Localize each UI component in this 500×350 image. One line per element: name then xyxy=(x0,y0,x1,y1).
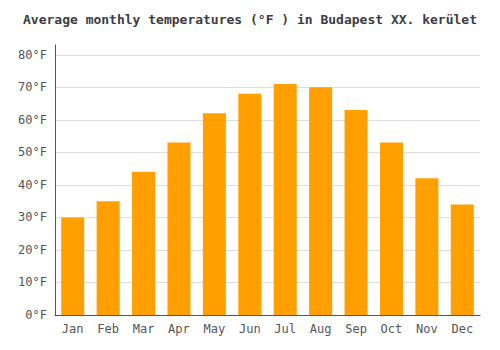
svg-text:Aug: Aug xyxy=(310,322,332,336)
svg-text:Oct: Oct xyxy=(381,322,403,336)
svg-text:Jun: Jun xyxy=(239,322,261,336)
svg-text:70°F: 70°F xyxy=(18,80,47,94)
svg-text:Average monthly temperatures (: Average monthly temperatures (°F ) in Bu… xyxy=(23,12,477,27)
svg-text:60°F: 60°F xyxy=(18,113,47,127)
svg-text:20°F: 20°F xyxy=(18,243,47,257)
svg-text:Jul: Jul xyxy=(274,322,296,336)
svg-text:Mar: Mar xyxy=(133,322,155,336)
svg-text:40°F: 40°F xyxy=(18,178,47,192)
svg-text:0°F: 0°F xyxy=(25,308,47,322)
svg-text:10°F: 10°F xyxy=(18,275,47,289)
svg-text:Jan: Jan xyxy=(62,322,84,336)
svg-text:May: May xyxy=(204,322,226,336)
svg-text:Sep: Sep xyxy=(345,322,367,336)
svg-text:Feb: Feb xyxy=(97,322,119,336)
svg-text:Apr: Apr xyxy=(168,322,190,336)
svg-text:50°F: 50°F xyxy=(18,145,47,159)
svg-text:30°F: 30°F xyxy=(18,210,47,224)
svg-text:Dec: Dec xyxy=(451,322,473,336)
svg-text:80°F: 80°F xyxy=(18,48,47,62)
svg-text:Nov: Nov xyxy=(416,322,438,336)
